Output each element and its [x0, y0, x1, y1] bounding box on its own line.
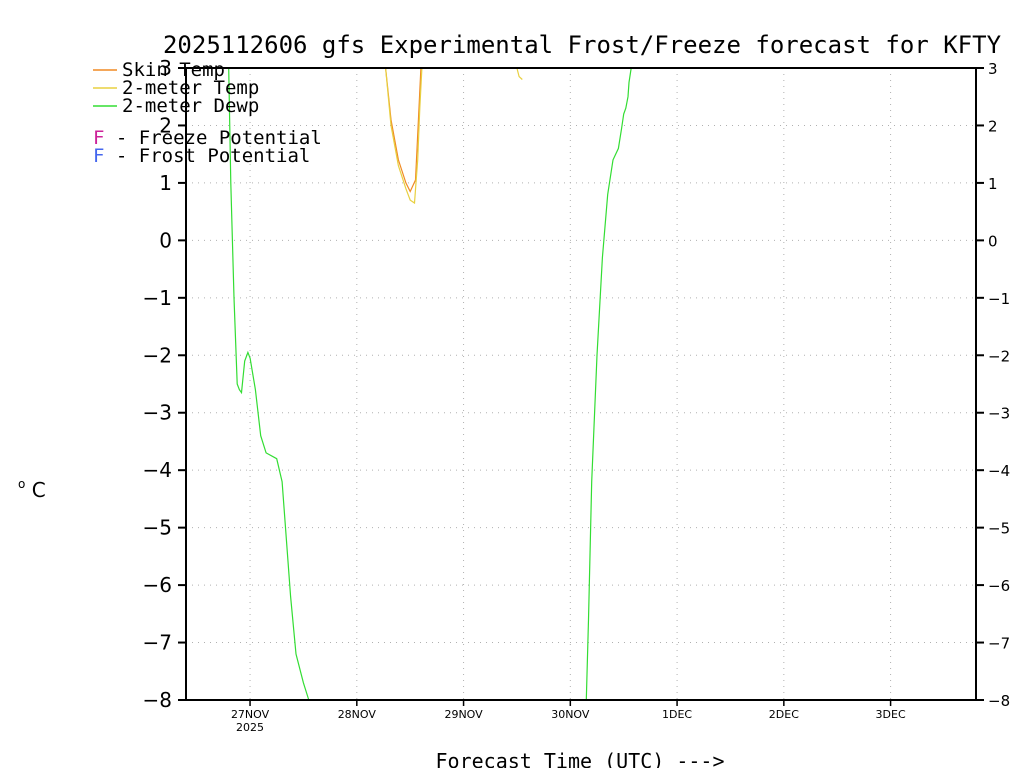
- x-axis-title: Forecast Time (UTC) --->: [436, 749, 725, 768]
- y-tick-label-left: −3: [143, 401, 172, 425]
- annotation-text: - Frost Potential: [104, 145, 310, 167]
- y-axis-label: o C: [18, 469, 46, 502]
- annotation-letter: F: [93, 127, 104, 149]
- series-line-2-meter-dewp: [585, 67, 632, 701]
- y-tick-label-left: −4: [143, 458, 172, 482]
- x-tick-label: 29NOV: [444, 708, 483, 721]
- chart-title: 2025112606 gfs Experimental Frost/Freeze…: [163, 31, 1002, 59]
- y-tick-label-left: −8: [143, 688, 172, 712]
- series-line-2-meter-temp: [385, 67, 423, 205]
- y-tick-label-left: −2: [143, 343, 172, 367]
- series-line-2-meter-dewp: [228, 67, 310, 701]
- y-tick-label-right: −3: [988, 405, 1010, 423]
- x-tick-label: 28NOV: [338, 708, 377, 721]
- series-line-skin-temp: [385, 67, 422, 193]
- x-tick-label: 1DEC: [662, 708, 692, 721]
- annotation-label: F - Freeze Potential: [93, 127, 322, 149]
- series-lines: [228, 67, 632, 701]
- y-tick-label-left: −5: [143, 516, 172, 540]
- y-axis-left: 3 2 1 0 −1 −2 −3 −4 −5 −6 −7 −8: [143, 56, 186, 712]
- annotation-label: F - Frost Potential: [93, 145, 310, 167]
- y-tick-label-left: −6: [143, 573, 172, 597]
- y-tick-label-left: −1: [143, 286, 172, 310]
- y-tick-label-right: −8: [988, 692, 1010, 710]
- legend-label: 2-meter Dewp: [122, 95, 259, 117]
- y-axis-label-degree: o: [18, 477, 25, 491]
- y-tick-label-right: 0: [988, 232, 998, 250]
- legend-label: Skin Temp: [122, 59, 225, 81]
- annotation-letter: F: [93, 145, 104, 167]
- y-tick-label-right: 3: [988, 60, 998, 78]
- y-tick-label-right: −2: [988, 347, 1010, 365]
- y-tick-label-right: −4: [988, 462, 1010, 480]
- x-tick-label: 27NOV: [231, 708, 270, 721]
- y-tick-label-right: −1: [988, 290, 1010, 308]
- y-tick-label-right: 1: [988, 175, 998, 193]
- series-line-2-meter-temp: [516, 67, 523, 80]
- y-tick-label-right: −5: [988, 520, 1010, 538]
- y-tick-label-right: −7: [988, 635, 1010, 653]
- y-tick-label-right: 2: [988, 117, 998, 135]
- x-tick-label: 2DEC: [769, 708, 799, 721]
- y-tick-label-left: −7: [143, 631, 172, 655]
- plot-frame: [185, 67, 977, 701]
- annotation-text: - Freeze Potential: [104, 127, 321, 149]
- y-tick-label-left: 0: [159, 228, 172, 252]
- legend-label: 2-meter Temp: [122, 77, 259, 99]
- y-tick-label-left: 1: [159, 171, 172, 195]
- y-tick-label-left: 3: [159, 56, 172, 80]
- x-tick-label: 3DEC: [876, 708, 906, 721]
- x-tick-sublabel: 2025: [236, 721, 264, 734]
- y-axis-right: 3 2 1 0 −1 −2 −3 −4 −5 −6 −7 −8: [976, 60, 1010, 710]
- y-axis-label-unit: C: [32, 478, 46, 502]
- y-tick-label-left: 2: [159, 113, 172, 137]
- x-tick-label: 30NOV: [551, 708, 590, 721]
- y-tick-label-right: −6: [988, 577, 1010, 595]
